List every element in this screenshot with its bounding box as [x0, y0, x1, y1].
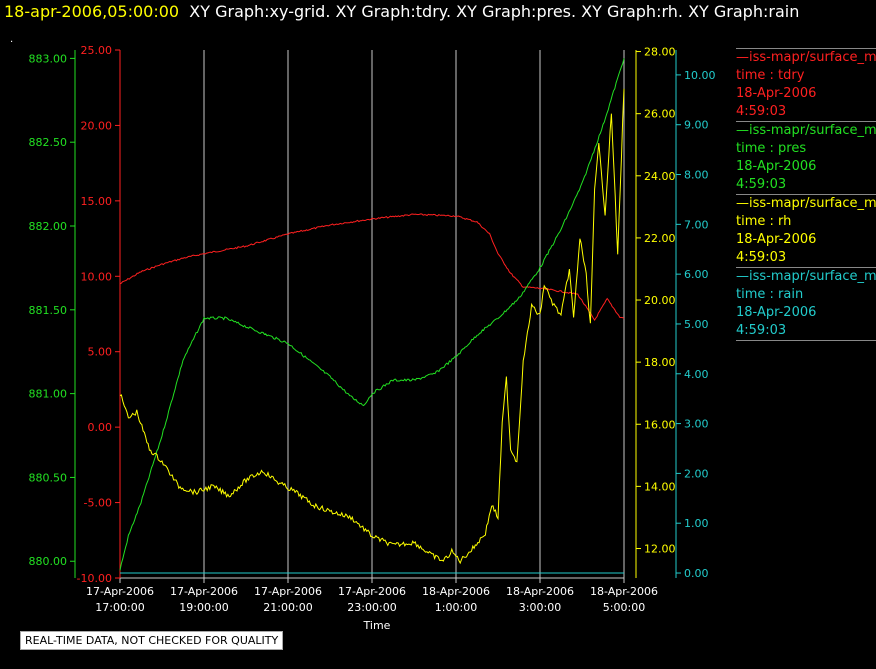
legend-name: time : rain [736, 287, 804, 302]
pres-y-tick-label: 883.00 [29, 52, 68, 65]
legend: —iss-mapr/surface_m time : tdry 18-Apr-200… [736, 48, 876, 341]
graph-timestamp: 18-apr-2006,05:00:00 [4, 2, 180, 21]
pres-series-line [119, 58, 625, 571]
rain-y-tick-label: 7.00 [684, 218, 709, 231]
tdry-y-tick-label: 15.00 [81, 195, 113, 208]
legend-time: 4:59:03 [736, 177, 787, 192]
tdry-y-tick-label: -5.00 [84, 497, 112, 510]
rain-y-tick-label: 1.00 [684, 517, 709, 530]
legend-name: time : rh [736, 214, 792, 229]
x-tick-label: 3:00:00 [519, 601, 561, 614]
rain-y-tick-label: 10.00 [684, 69, 716, 82]
x-tick-label: 1:00:00 [435, 601, 477, 614]
pres-y-tick-label: 882.50 [29, 136, 68, 149]
x-tick-label: 21:00:00 [263, 601, 312, 614]
x-tick-label: 18-Apr-2006 [422, 585, 490, 598]
pres-y-tick-label: 881.50 [29, 304, 68, 317]
rain-y-tick-label: 6.00 [684, 268, 709, 281]
rh-y-tick-label: 28.00 [644, 46, 676, 59]
tdry-series-line [119, 213, 625, 322]
rh-y-tick-label: 22.00 [644, 232, 676, 245]
graph-titles: XY Graph:xy-grid. XY Graph:tdry. XY Grap… [189, 2, 800, 21]
legend-time: 4:59:03 [736, 104, 787, 119]
legend-date: 18-Apr-2006 [736, 305, 817, 320]
legend-date: 18-Apr-2006 [736, 159, 817, 174]
rh-series-line [119, 88, 625, 565]
x-tick-label: 5:00:00 [603, 601, 645, 614]
tdry-y-tick-label: 20.00 [81, 119, 113, 132]
legend-time: 4:59:03 [736, 323, 787, 338]
x-tick-label: 17-Apr-2006 [254, 585, 322, 598]
x-tick-label: 18-Apr-2006 [590, 585, 658, 598]
tdry-y-tick-label: -10.00 [77, 572, 112, 585]
legend-time: 4:59:03 [736, 250, 787, 265]
legend-source: —iss-mapr/surface_m [736, 50, 876, 65]
legend-source: —iss-mapr/surface_m [736, 269, 876, 284]
rh-y-tick-label: 12.00 [644, 542, 676, 555]
data-quality-notice: REAL-TIME DATA, NOT CHECKED FOR QUALITY [20, 631, 284, 650]
rain-y-tick-label: 3.00 [684, 418, 709, 431]
x-tick-label: 17-Apr-2006 [338, 585, 406, 598]
legend-date: 18-Apr-2006 [736, 232, 817, 247]
rain-y-tick-label: 0.00 [684, 567, 709, 580]
rain-y-tick-label: 5.00 [684, 318, 709, 331]
legend-name: time : pres [736, 141, 807, 156]
title-bar: 18-apr-2006,05:00:00 XY Graph:xy-grid. X… [4, 2, 799, 21]
marker-dot: . [10, 34, 14, 45]
tdry-y-tick-label: 10.00 [81, 270, 113, 283]
pres-y-tick-label: 880.00 [29, 555, 68, 568]
pres-y-tick-label: 881.00 [29, 388, 68, 401]
rh-y-tick-label: 20.00 [644, 294, 676, 307]
legend-date: 18-Apr-2006 [736, 86, 817, 101]
rh-y-tick-label: 24.00 [644, 170, 676, 183]
rain-y-tick-label: 8.00 [684, 169, 709, 182]
tdry-y-tick-label: 25.00 [81, 44, 113, 57]
legend-source: —iss-mapr/surface_m [736, 196, 876, 211]
tdry-y-tick-label: 0.00 [88, 421, 113, 434]
rh-y-tick-label: 16.00 [644, 418, 676, 431]
tdry-y-tick-label: 5.00 [88, 346, 113, 359]
x-tick-label: 17-Apr-2006 [86, 585, 154, 598]
legend-source: —iss-mapr/surface_m [736, 123, 876, 138]
x-axis-label: Time [363, 619, 391, 632]
pres-y-tick-label: 880.50 [29, 471, 68, 484]
legend-divider [736, 340, 876, 341]
rain-y-tick-label: 9.00 [684, 119, 709, 132]
pres-y-tick-label: 882.00 [29, 220, 68, 233]
x-tick-label: 17-Apr-2006 [170, 585, 238, 598]
rain-y-tick-label: 2.00 [684, 467, 709, 480]
legend-name: time : tdry [736, 68, 805, 83]
x-tick-label: 23:00:00 [347, 601, 396, 614]
x-tick-label: 19:00:00 [179, 601, 228, 614]
rh-y-tick-label: 14.00 [644, 480, 676, 493]
rh-y-tick-label: 26.00 [644, 108, 676, 121]
rh-y-tick-label: 18.00 [644, 356, 676, 369]
x-tick-label: 17:00:00 [95, 601, 144, 614]
rain-y-tick-label: 4.00 [684, 368, 709, 381]
x-tick-label: 18-Apr-2006 [506, 585, 574, 598]
